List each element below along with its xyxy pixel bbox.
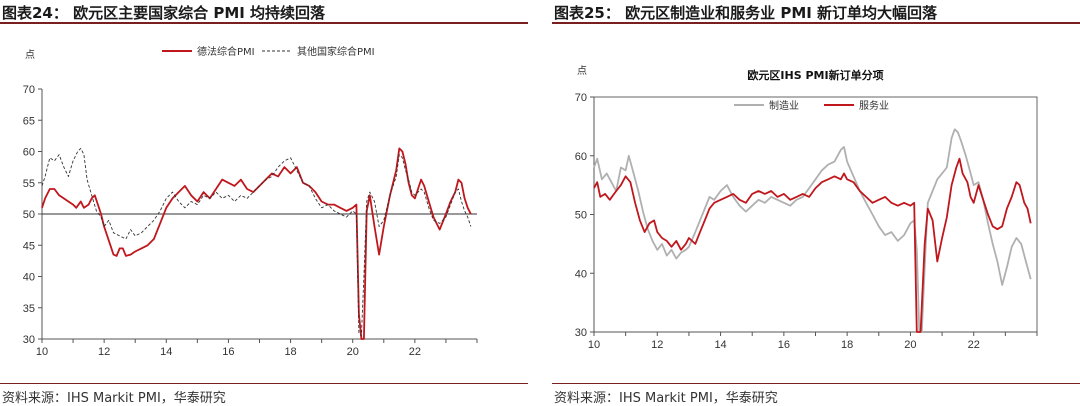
x-tick-label: 18 <box>284 346 296 358</box>
x-tick-label: 14 <box>160 346 172 358</box>
series-line-2 <box>41 147 472 337</box>
figure-25-panel: 图表25： 欧元区制造业和服务业 PMI 新订单均大幅回落 欧元区IHS PMI… <box>552 0 1080 406</box>
x-tick-label: 14 <box>714 339 726 351</box>
series-line-2 <box>593 157 1032 333</box>
x-tick-label: 22 <box>409 346 421 358</box>
legend-label-2: 其他国家综合PMI <box>297 45 375 58</box>
source-rule <box>552 383 1080 384</box>
x-tick-label: 20 <box>904 339 916 351</box>
x-tick-label: 20 <box>347 346 359 358</box>
x-tick-label: 10 <box>588 339 600 351</box>
y-tick-label: 35 <box>23 303 35 315</box>
y-tick-label: 30 <box>23 334 35 346</box>
y-tick-label: 70 <box>575 92 587 104</box>
legend-label-1: 制造业 <box>769 99 799 112</box>
figure-25-source: 资料来源：IHS Markit PMI，华泰研究 <box>554 391 778 406</box>
figure-24-title: 图表24： 欧元区主要国家综合 PMI 均持续回落 <box>2 4 326 22</box>
x-tick-label: 10 <box>36 346 48 358</box>
x-tick-label: 16 <box>222 346 234 358</box>
figure-25-title: 图表25： 欧元区制造业和服务业 PMI 新订单均大幅回落 <box>554 4 938 22</box>
chart-title: 欧元区IHS PMI新订单分项 <box>747 68 883 82</box>
plot-frame <box>593 96 1038 333</box>
y-tick-label: 40 <box>575 268 587 280</box>
series-line-1 <box>41 147 472 340</box>
chart-25-new-orders: 欧元区IHS PMI新订单分项 点 30 40 50 60 70 10 12 14 16 18 20 22… <box>575 65 1038 351</box>
y-axis-unit: 点 <box>577 65 587 77</box>
y-tick-label: 70 <box>23 84 35 96</box>
figure-24-source: 资料来源：IHS Markit PMI，华泰研究 <box>2 391 226 406</box>
x-tick-label: 12 <box>98 346 110 358</box>
series-line-1 <box>593 128 1032 333</box>
source-rule <box>0 383 528 384</box>
figure-24-panel: 图表24： 欧元区主要国家综合 PMI 均持续回落 点 30 35 40 45 50 55 6… <box>0 0 528 406</box>
chart-24-composite-pmi: 点 30 35 40 45 50 55 60 65 70 10 12 14 16 18 20 22 德法综合PMI… <box>23 45 478 358</box>
y-tick-label: 65 <box>23 115 35 127</box>
y-tick-label: 60 <box>23 147 35 159</box>
x-tick-label: 16 <box>778 339 790 351</box>
y-axis-unit: 点 <box>25 49 35 61</box>
y-tick-label: 40 <box>23 272 35 284</box>
x-tick-label: 12 <box>651 339 663 351</box>
y-tick-label: 30 <box>575 327 587 339</box>
x-tick-label: 22 <box>968 339 980 351</box>
title-rule <box>552 22 1080 24</box>
y-tick-label: 50 <box>575 210 587 222</box>
y-tick-label: 50 <box>23 209 35 221</box>
y-tick-label: 55 <box>23 178 35 190</box>
title-rule <box>0 22 528 24</box>
y-tick-label: 60 <box>575 151 587 163</box>
legend-label-1: 德法综合PMI <box>197 45 255 58</box>
x-tick-label: 18 <box>841 339 853 351</box>
legend-label-2: 服务业 <box>859 99 889 112</box>
y-tick-label: 45 <box>23 240 35 252</box>
